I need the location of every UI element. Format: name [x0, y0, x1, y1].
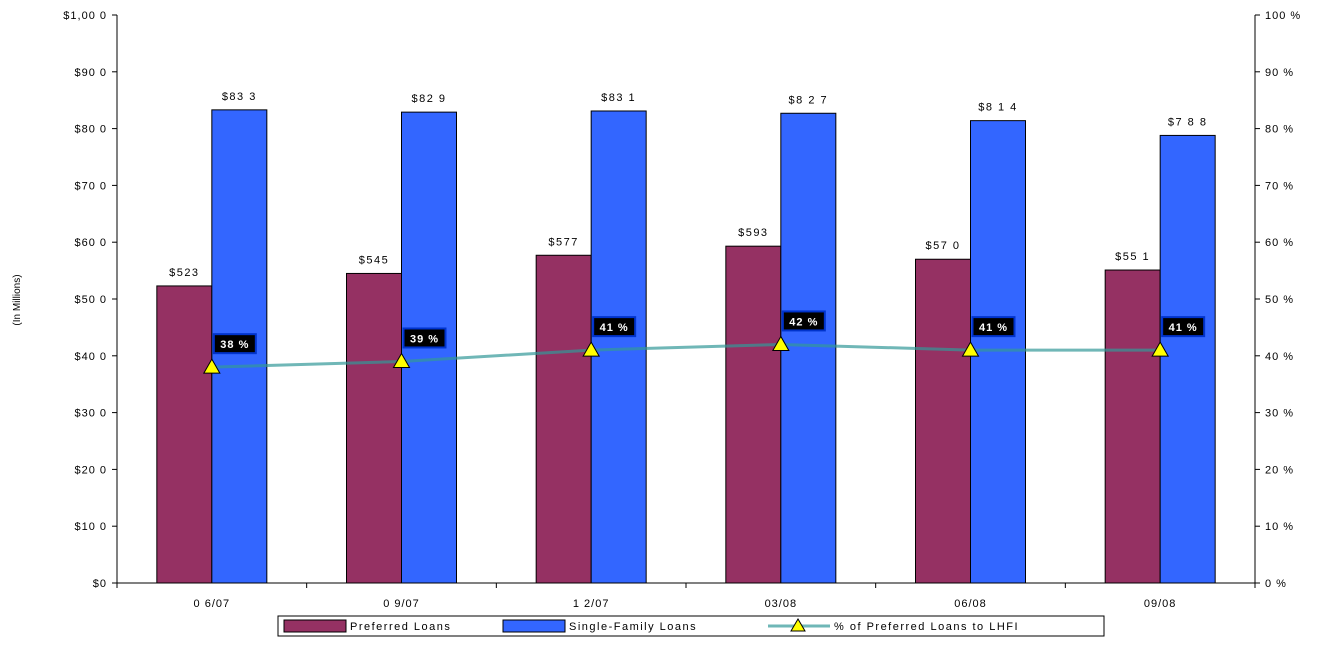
left-tick-label: $40 0 [74, 351, 107, 363]
bar-preferred-loans [346, 272, 402, 584]
y-axis-title: (In Millions) [12, 274, 23, 325]
pct-line-path [211, 342, 1161, 369]
left-tick-label: $1,00 0 [63, 10, 107, 22]
data-label-single-family: $83 3 [222, 91, 257, 103]
right-tick-label: 50 % [1265, 294, 1294, 306]
data-label-preferred: $57 0 [925, 240, 960, 252]
pct-data-label: 42 % [789, 316, 818, 328]
data-labels: $523 $83 3 $545 $82 9 $577 $83 1 $593 $8 2 7 $57… [169, 91, 1208, 355]
legend-label-single-family: Single-Family Loans [569, 621, 697, 633]
left-tick-label: $80 0 [74, 124, 107, 136]
legend-box [277, 615, 1105, 637]
pct-label-box [971, 316, 1016, 338]
data-label-single-family: $8 2 7 [789, 94, 829, 106]
pct-data-label: 38 % [220, 339, 249, 351]
pct-line [202, 335, 1170, 374]
data-label-preferred: $577 [548, 236, 578, 248]
right-axis: 0 % 10 % 20 % 30 % 40 % 50 % 60 % 70 % 80 % 90 % 1… [1254, 10, 1301, 590]
x-tick-label: 03/08 [765, 598, 798, 610]
pct-label-box [592, 316, 637, 338]
pct-label-box [1161, 316, 1206, 338]
pct-marker [392, 352, 411, 368]
bar-single-family-loans [590, 110, 647, 584]
bar-preferred-loans [535, 254, 592, 584]
pct-data-label: 41 % [600, 322, 629, 334]
pct-marker [771, 335, 790, 351]
right-tick-label: 70 % [1265, 180, 1294, 192]
bar-single-family-loans [970, 120, 1026, 584]
pct-data-label: 41 % [979, 322, 1008, 334]
data-label-preferred: $545 [359, 254, 389, 266]
pct-marker [202, 358, 221, 374]
pct-data-label: 41 % [1169, 322, 1198, 334]
x-tick-label: 06/08 [954, 598, 987, 610]
right-tick-label: 10 % [1265, 521, 1294, 533]
left-tick-label: $20 0 [74, 464, 107, 476]
x-tick-label: 1 2/07 [573, 598, 610, 610]
legend-label-preferred: Preferred Loans [350, 621, 451, 633]
left-tick-label: $50 0 [74, 294, 107, 306]
legend-swatch-preferred [283, 619, 347, 633]
right-tick-label: 60 % [1265, 237, 1294, 249]
x-tick-label: 0 9/07 [383, 598, 420, 610]
data-label-single-family: $82 9 [411, 93, 446, 105]
bar-preferred-loans [725, 245, 782, 584]
data-label-preferred: $523 [169, 267, 199, 279]
right-tick-label: 90 % [1265, 67, 1294, 79]
pct-marker [582, 341, 601, 357]
right-tick-label: 80 % [1265, 124, 1294, 136]
data-label-preferred: $55 1 [1115, 251, 1150, 263]
left-axis: $0 $10 0 $20 0 $30 0 $40 0 $50 0 $60 0 $70 0 $80… [63, 10, 118, 590]
x-tick-label: 09/08 [1144, 598, 1177, 610]
right-tick-label: 100 % [1265, 10, 1301, 22]
bar-preferred-loans [1104, 269, 1161, 584]
left-tick-label: $60 0 [74, 237, 107, 249]
left-tick-label: $90 0 [74, 67, 107, 79]
right-tick-label: 20 % [1265, 464, 1294, 476]
data-label-single-family: $7 8 8 [1168, 116, 1208, 128]
right-tick-label: 30 % [1265, 408, 1294, 420]
left-tick-label: $0 [93, 578, 107, 590]
bar-preferred-loans [915, 258, 971, 584]
left-tick-label: $70 0 [74, 180, 107, 192]
data-label-single-family: $8 1 4 [978, 102, 1018, 114]
left-tick-label: $30 0 [74, 408, 107, 420]
pct-marker [1151, 341, 1170, 357]
right-tick-label: 0 % [1265, 578, 1287, 590]
x-axis: 0 6/07 0 9/07 1 2/07 03/08 06/08 09/08 [116, 582, 1256, 610]
pct-label-box [212, 333, 257, 355]
right-tick-label: 40 % [1265, 351, 1294, 363]
legend-swatch-single-family [502, 619, 566, 633]
pct-data-label: 39 % [410, 333, 439, 345]
data-label-preferred: $593 [738, 227, 768, 239]
x-tick-label: 0 6/07 [194, 598, 231, 610]
bar-preferred-loans [156, 285, 213, 584]
bar-single-family-loans [1159, 134, 1216, 584]
bar-single-family-loans [780, 112, 837, 584]
pct-label-box [402, 327, 447, 349]
legend: Preferred Loans Single-Family Loans % of P… [277, 615, 1105, 637]
legend-marker-pct [790, 618, 806, 632]
data-label-single-family: $83 1 [601, 92, 636, 104]
pct-label-box [781, 310, 826, 332]
legend-label-pct: % of Preferred Loans to LHFI [834, 621, 1019, 633]
pct-marker [961, 341, 980, 357]
left-tick-label: $10 0 [74, 521, 107, 533]
